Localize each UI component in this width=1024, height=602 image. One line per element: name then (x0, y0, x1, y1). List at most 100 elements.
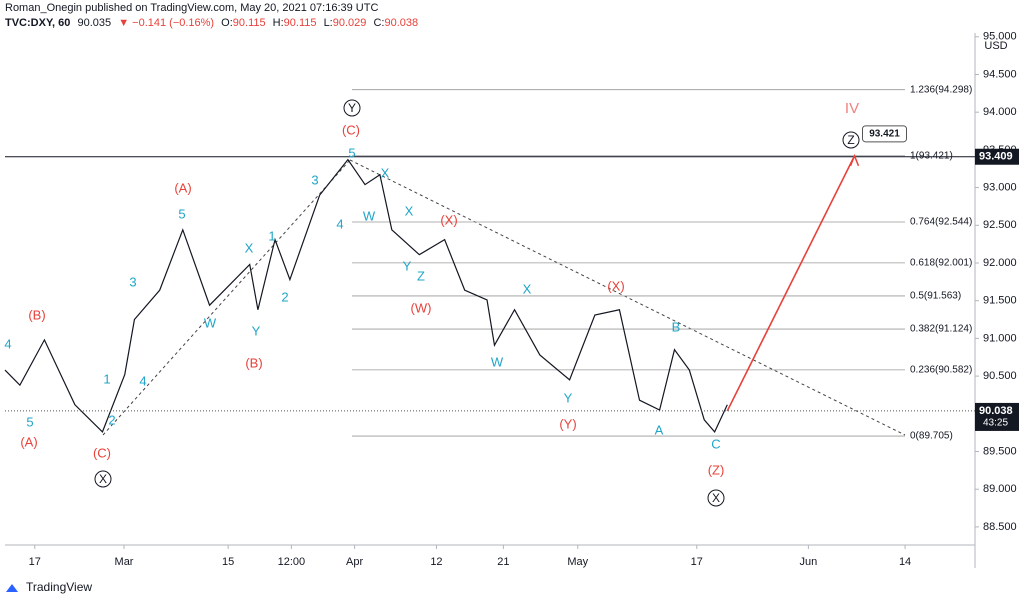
wave-label: (B) (28, 307, 45, 322)
ohlc-l-label: L: (324, 17, 333, 29)
wave-label: W (491, 354, 504, 369)
wave-label: Y (564, 390, 573, 405)
wave-label: C (711, 436, 720, 451)
ohlc-h: 90.115 (284, 17, 317, 29)
currency: USD (984, 40, 1007, 52)
wave-label: 5 (348, 145, 355, 160)
x-tick-label: Apr (346, 556, 363, 568)
ohlc-l: 90.029 (333, 17, 367, 29)
fib-label: 1.236(94.298) (910, 84, 972, 95)
callout-box (861, 125, 907, 143)
y-tick-label: 91.500 (983, 295, 1017, 307)
wave-label: (C) (342, 122, 360, 137)
wave-label: Y (348, 101, 356, 115)
countdown: 43:25 (983, 418, 1008, 429)
y-tick-label: 94.000 (983, 106, 1017, 118)
wave-label: X (712, 491, 720, 505)
wave-label: IV (845, 100, 859, 117)
y-tick-label: 90.500 (983, 370, 1017, 382)
wave-label: 2 (281, 289, 288, 304)
x-tick-label: 15 (222, 556, 234, 568)
wave-label: W (363, 208, 376, 223)
wave-label: 4 (336, 216, 343, 231)
x-tick-label: 17 (691, 556, 703, 568)
y-tick-label: 89.000 (983, 483, 1017, 495)
y-tick-label: 92.000 (983, 257, 1017, 269)
projection-arrowhead (849, 153, 860, 167)
wave-label: (W) (411, 300, 432, 315)
wave-label: (A) (174, 180, 191, 195)
fib-label: 0.764(92.544) (910, 217, 972, 228)
wave-label: X (405, 203, 414, 218)
wave-circle (94, 470, 112, 488)
wave-label: 5 (178, 206, 185, 221)
wave-label: (B) (245, 355, 262, 370)
wave-label: A (655, 422, 664, 437)
trend-line (102, 159, 351, 436)
wave-label: Z (847, 133, 854, 147)
x-tick-label: 21 (497, 556, 509, 568)
wave-circle (343, 99, 361, 117)
wave-label: (X) (440, 212, 457, 227)
wave-label: (X) (607, 278, 624, 293)
price-series (4, 158, 728, 433)
price-tag (975, 148, 1019, 165)
brand: TradingView (26, 580, 92, 594)
wave-label: X (381, 165, 390, 180)
fib-label: 0(89.705) (910, 431, 953, 442)
wave-label: 5 (26, 414, 33, 429)
x-tick-label: Jun (799, 556, 817, 568)
ohlc-o: 90.115 (233, 17, 266, 29)
change: ▼ −0.141 (−0.16%) (118, 17, 214, 29)
x-tick-label: 12:00 (278, 556, 306, 568)
price-tag-label: 93.409 (979, 151, 1013, 163)
y-tick-label: 93.000 (983, 181, 1017, 193)
y-tick-label: 91.000 (983, 332, 1017, 344)
ohlc-c: 90.038 (384, 17, 418, 29)
wave-label: X (99, 472, 107, 486)
wave-label: (Y) (559, 416, 576, 431)
x-tick-label: 17 (29, 556, 41, 568)
wave-label: 1 (103, 371, 110, 386)
fib-label: 0.382(91.124) (910, 324, 972, 335)
fib-label: 1(93.421) (910, 150, 953, 161)
x-tick-label: Mar (115, 556, 134, 568)
y-tick-label: 88.500 (983, 521, 1017, 533)
wave-label: 3 (129, 274, 136, 289)
wave-label: 4 (139, 373, 146, 388)
wave-label: X (523, 281, 532, 296)
wave-label: 1 (268, 228, 275, 243)
fib-label: 0.5(91.563) (910, 291, 961, 302)
wave-label: B (672, 319, 681, 334)
wave-label: 3 (311, 172, 318, 187)
wave-label: (A) (20, 434, 37, 449)
wave-label: Y (252, 323, 261, 338)
wave-label: (Z) (708, 462, 725, 477)
logo: TradingView (6, 580, 92, 594)
symbol-line: TVC:DXY, 60 90.035 ▼ −0.141 (−0.16%) O:9… (5, 17, 418, 29)
wave-circle (842, 131, 860, 149)
wave-label: W (204, 315, 217, 330)
last-price-tag (975, 402, 1019, 431)
wave-label: X (245, 240, 254, 255)
logo-mark (6, 584, 18, 592)
symbol: TVC:DXY, 60 (5, 17, 70, 29)
wave-label: Z (417, 268, 425, 283)
ohlc-c-label: C: (373, 17, 384, 29)
wave-label: 2 (108, 412, 115, 427)
trend-line (349, 159, 906, 436)
ohlc-h-label: H: (273, 17, 284, 29)
wave-label: Y (403, 258, 412, 273)
x-tick-label: 14 (899, 556, 911, 568)
x-tick-label: May (567, 556, 588, 568)
fib-label: 0.618(92.001) (910, 258, 972, 269)
y-tick-label: 92.500 (983, 219, 1017, 231)
y-tick-label: 94.500 (983, 68, 1017, 80)
last-price-label: 90.038 (979, 405, 1013, 417)
wave-label: 4 (4, 336, 11, 351)
byline: Roman_Onegin published on TradingView.co… (5, 2, 378, 14)
fib-label: 0.236(90.582) (910, 365, 972, 376)
y-tick-label: 89.500 (983, 445, 1017, 457)
